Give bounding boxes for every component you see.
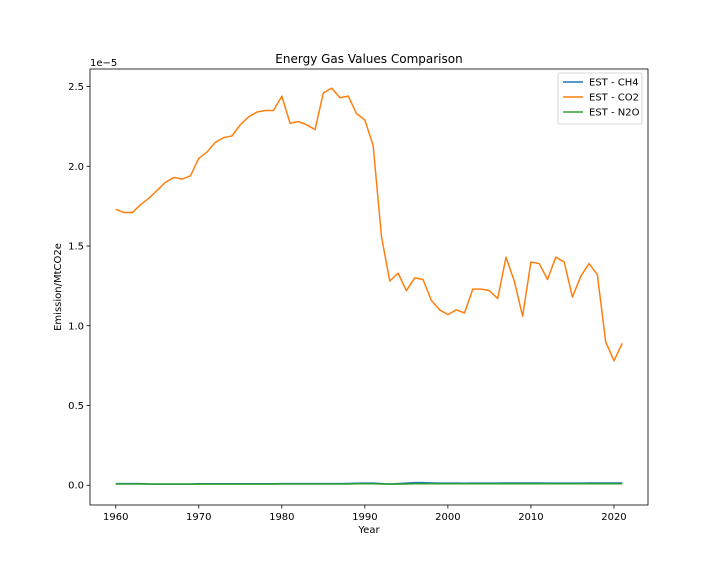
series-layer: [115, 87, 623, 485]
y-tick-label: 0.5: [68, 401, 84, 412]
series-line-2: [115, 87, 623, 362]
legend: EST - CH4 EST - CO2 EST - N2O: [557, 72, 643, 125]
x-tick-label: 2020: [601, 512, 626, 523]
x-tick-label: 1970: [186, 512, 211, 523]
y-tick-label: 2.0: [68, 162, 84, 173]
y-tick-label: 2.5: [68, 82, 84, 93]
x-tick-label: 1990: [352, 512, 377, 523]
x-tick-label: 2000: [435, 512, 460, 523]
x-axis-label: Year: [357, 525, 380, 536]
plot-area-frame: [89, 68, 649, 506]
y-tick-label: 1.0: [68, 321, 84, 332]
x-tick-label: 2010: [518, 512, 543, 523]
legend-label: EST - N2O: [589, 108, 640, 119]
y-tick-label: 1.5: [68, 242, 84, 253]
y-axis-offset-label: 1e−5: [90, 58, 117, 69]
legend-label: EST - CH4: [589, 78, 639, 89]
y-tick-label: 0.0: [68, 481, 84, 492]
x-tick-label: 1960: [103, 512, 128, 523]
legend-label: EST - CO2: [589, 93, 639, 104]
chart-title: Energy Gas Values Comparison: [275, 52, 462, 66]
ticks-layer: 1960 1970 1980 1990 2000 2010 2020 0.0 0.5 1.0 1.5…: [68, 82, 627, 523]
x-tick-label: 1980: [269, 512, 294, 523]
y-axis-label: Emission/MtCO2e: [53, 243, 64, 331]
